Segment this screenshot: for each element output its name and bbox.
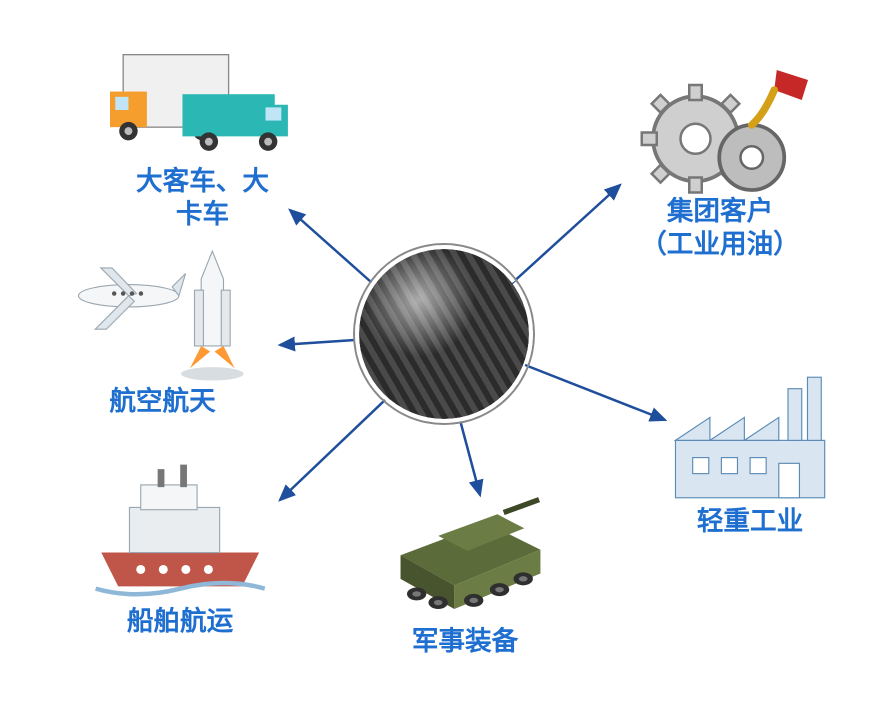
military-icon [360, 480, 570, 625]
aerospace-icon [55, 240, 270, 385]
node-trucks: 大客车、大 卡车 [90, 30, 315, 231]
arrow-industry [525, 365, 665, 420]
industry-label: 轻重工业 [645, 505, 855, 538]
center-node [355, 245, 533, 423]
node-shipping: 船舶航运 [70, 455, 290, 638]
shipping-icon [70, 455, 290, 605]
trucks-icon [90, 30, 315, 165]
industry-icon [645, 370, 855, 505]
trucks-label: 大客车、大 卡车 [90, 165, 315, 231]
node-industrial-oil: 集团客户 （工业用油） [595, 70, 845, 261]
aerospace-label: 航空航天 [55, 385, 270, 418]
shipping-label: 船舶航运 [70, 605, 290, 638]
military-label: 军事装备 [360, 625, 570, 658]
industrial-oil-icon [595, 70, 845, 195]
diagram-canvas: 大客车、大 卡车 集团客户 （工业用油） 航空航天船舶航运军事装备 轻重工业 [0, 0, 884, 709]
industrial-oil-label: 集团客户 （工业用油） [595, 195, 845, 261]
graphene-sphere-icon [359, 249, 529, 419]
arrow-aerospace [280, 340, 355, 345]
node-military: 军事装备 [360, 480, 570, 658]
node-industry: 轻重工业 [645, 370, 855, 538]
node-aerospace: 航空航天 [55, 240, 270, 418]
